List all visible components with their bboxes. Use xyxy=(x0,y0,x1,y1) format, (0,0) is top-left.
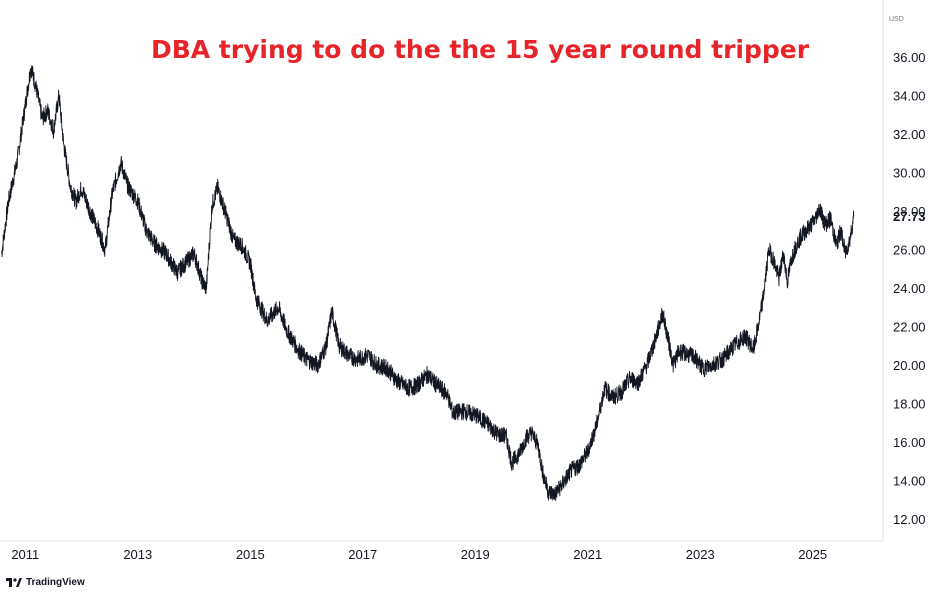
last-price-label: 27.73 xyxy=(893,209,926,224)
tradingview-watermark[interactable]: TradingView xyxy=(6,577,85,588)
y-tick-label: 24.00 xyxy=(893,281,926,296)
x-tick-label: 2019 xyxy=(461,547,490,562)
y-tick-label: 34.00 xyxy=(893,89,926,104)
y-tick-label: 30.00 xyxy=(893,166,926,181)
price-series-layer xyxy=(1,65,855,501)
last-price-marker: 27.73 xyxy=(893,209,926,224)
y-tick-label: 20.00 xyxy=(893,358,926,373)
x-tick-label: 2011 xyxy=(11,547,39,562)
x-tick-label: 2017 xyxy=(348,547,377,562)
chart-title: DBA trying to do the the 15 year round t… xyxy=(151,35,810,64)
currency-label: USD xyxy=(889,16,904,23)
y-tick-label: 14.00 xyxy=(893,474,926,489)
x-tick-label: 2015 xyxy=(236,547,265,562)
tradingview-logo-icon xyxy=(6,578,22,587)
price-series-line xyxy=(1,65,855,501)
y-tick-label: 12.00 xyxy=(893,512,926,527)
x-tick-label: 2025 xyxy=(798,547,827,562)
y-tick-label: 16.00 xyxy=(893,435,926,450)
y-tick-label: 28.00 xyxy=(893,204,926,219)
y-tick-label: 18.00 xyxy=(893,397,926,412)
y-tick-label: 32.00 xyxy=(893,127,926,142)
brand-name: TradingView xyxy=(26,577,85,588)
time-scale[interactable]: 2011 2013 2015 2017 2019 2021 2023 2025 xyxy=(11,547,827,562)
y-tick-label: 26.00 xyxy=(893,243,926,258)
y-tick-label: 36.00 xyxy=(893,50,926,65)
price-scale[interactable]: 12.00 14.00 16.00 18.00 20.00 22.00 24.00 26.00… xyxy=(893,50,926,527)
x-tick-label: 2021 xyxy=(573,547,602,562)
y-tick-label: 22.00 xyxy=(893,320,926,335)
x-tick-label: 2023 xyxy=(686,547,715,562)
x-tick-label: 2013 xyxy=(123,547,152,562)
